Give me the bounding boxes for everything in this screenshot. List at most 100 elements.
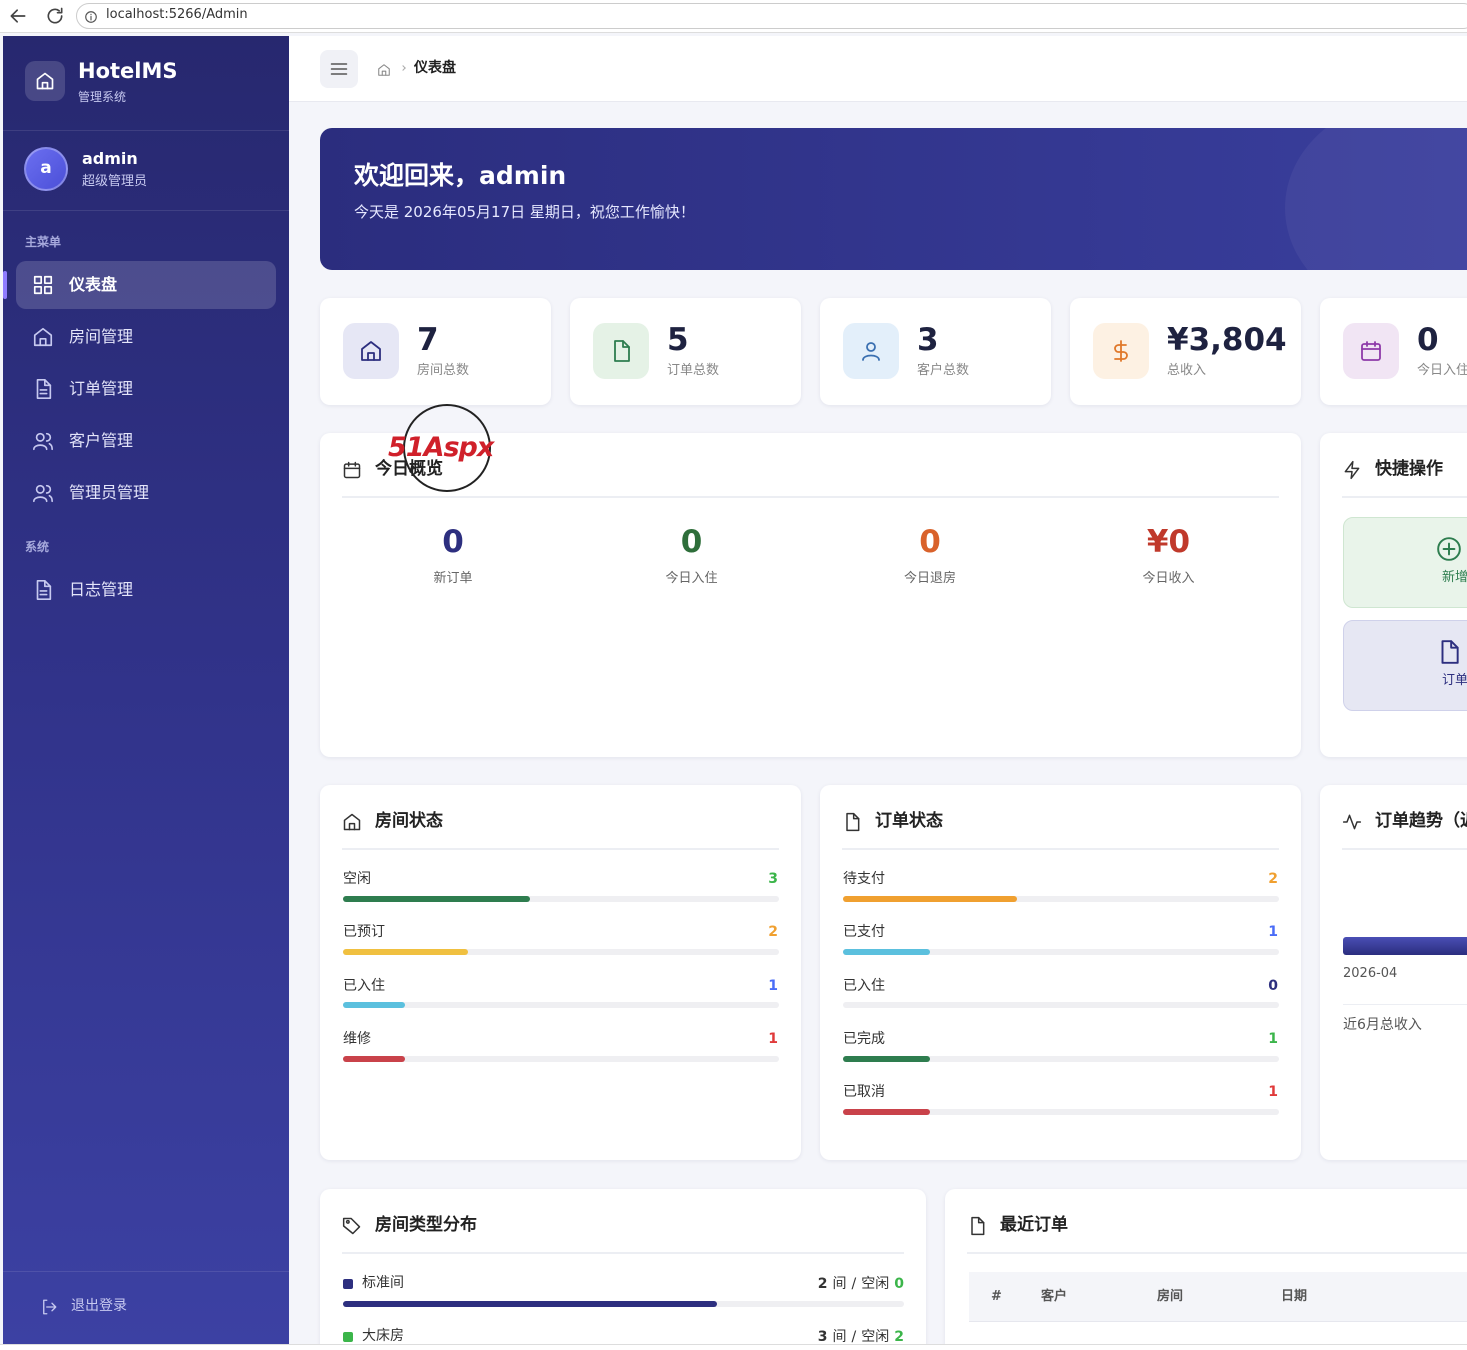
icon[interactable] xyxy=(45,6,65,26)
progress-track xyxy=(343,1055,779,1062)
today-label: 新订单 xyxy=(433,570,473,586)
status-label: 已支付 xyxy=(843,924,885,941)
quick-action[interactable] xyxy=(1343,620,1467,711)
divider xyxy=(3,130,289,131)
icon-shape xyxy=(33,484,53,503)
free-count: 2 xyxy=(894,1329,904,1345)
nav-item[interactable] xyxy=(16,417,276,465)
card xyxy=(945,1189,1467,1350)
icon-shape xyxy=(378,64,390,76)
today-label: 今日收入 xyxy=(1142,570,1195,586)
separator: / xyxy=(851,1329,857,1345)
today-label: 今日入住 xyxy=(665,570,718,586)
nav-item[interactable] xyxy=(16,261,276,309)
icon-shape xyxy=(348,822,356,831)
status-label: 已取消 xyxy=(843,1084,885,1100)
stat-value: 3 xyxy=(917,322,939,359)
nav-label: 客户管理 xyxy=(69,430,134,450)
icon-shape xyxy=(44,275,53,284)
icon xyxy=(377,62,391,76)
status-label: 空闲 xyxy=(343,871,371,888)
status-count: 3 xyxy=(768,871,778,888)
stat-label: 房间总数 xyxy=(417,362,470,378)
progress-track xyxy=(843,1108,1279,1115)
icon xyxy=(342,460,362,480)
icon xyxy=(967,1216,987,1236)
progress-bar xyxy=(343,896,530,902)
icon-shape xyxy=(1114,340,1128,362)
icon-shape xyxy=(381,70,387,76)
icon xyxy=(609,339,633,363)
icon-shape xyxy=(367,352,375,361)
progress-track xyxy=(343,949,779,956)
status-count: 1 xyxy=(1268,1030,1278,1047)
icon xyxy=(342,812,362,832)
nav-item[interactable] xyxy=(16,313,276,361)
status-count: 1 xyxy=(768,1030,778,1047)
icon-shape xyxy=(1437,537,1461,561)
icon-shape xyxy=(36,72,54,90)
legend-dot xyxy=(343,1332,353,1342)
icon-shape xyxy=(33,275,42,284)
room-type-summary: 3 间 / 空闲 2 xyxy=(604,1327,904,1347)
progress-bar xyxy=(843,1108,931,1115)
status-label: 已入住 xyxy=(843,977,885,994)
icon-shape xyxy=(43,1299,57,1315)
icon-shape xyxy=(85,11,97,23)
table-header xyxy=(969,1272,1467,1322)
nav-label: 管理员管理 xyxy=(69,482,150,502)
trend-bar xyxy=(1343,937,1467,955)
icon-shape xyxy=(33,432,53,451)
progress-track xyxy=(343,896,779,902)
icon-shape xyxy=(1437,537,1461,561)
nav-label: 订单管理 xyxy=(69,378,134,398)
icon-shape xyxy=(47,7,63,24)
nav-label: 仪表盘 xyxy=(69,274,118,294)
nav-item[interactable] xyxy=(16,365,276,413)
icon xyxy=(32,378,54,400)
icon-shape xyxy=(846,812,860,832)
icon xyxy=(1342,460,1362,480)
viewport-edge xyxy=(0,1344,1467,1350)
card-title: 订单趋势（近6月） xyxy=(1375,811,1467,832)
address-bar[interactable] xyxy=(76,3,1467,29)
icon-shape xyxy=(342,1217,361,1235)
nav-label: 日志管理 xyxy=(69,579,134,599)
icon-shape xyxy=(866,342,876,352)
card xyxy=(820,785,1301,1160)
icon xyxy=(32,579,54,601)
user-name: admin xyxy=(82,148,138,168)
stat-label: 总收入 xyxy=(1167,362,1207,378)
progress-bar xyxy=(343,1301,717,1307)
icon-shape xyxy=(343,813,361,831)
icon-shape xyxy=(36,72,54,90)
icon-shape xyxy=(1361,341,1381,361)
nav-item[interactable] xyxy=(16,566,276,614)
nav-section-title: 系统 xyxy=(25,539,50,554)
icon-shape xyxy=(614,340,630,362)
stat-icon-box xyxy=(343,323,399,379)
quick-action[interactable] xyxy=(1343,517,1467,608)
icon-shape xyxy=(361,341,381,361)
card xyxy=(320,785,801,1160)
icon-shape xyxy=(1344,460,1360,480)
separator: / xyxy=(851,1276,857,1292)
progress-track xyxy=(343,1002,779,1009)
icon-shape xyxy=(1342,814,1362,830)
icon-shape xyxy=(342,1217,361,1235)
logout-button[interactable]: 退出登录 xyxy=(71,1298,127,1315)
room-type-summary: 2 间 / 空闲 0 xyxy=(604,1274,904,1294)
icon-shape xyxy=(1114,340,1128,362)
stat-label: 订单总数 xyxy=(667,362,720,378)
stat-icon-box xyxy=(593,323,649,379)
icon-shape xyxy=(43,1299,57,1315)
icon-shape xyxy=(10,9,26,23)
icon[interactable] xyxy=(8,6,28,26)
icon-shape xyxy=(1441,640,1459,664)
icon-shape xyxy=(343,461,361,479)
icon-shape xyxy=(39,580,52,596)
icon-shape xyxy=(852,812,860,820)
progress-bar xyxy=(843,949,931,956)
card-title: 快捷操作 xyxy=(1375,459,1443,480)
